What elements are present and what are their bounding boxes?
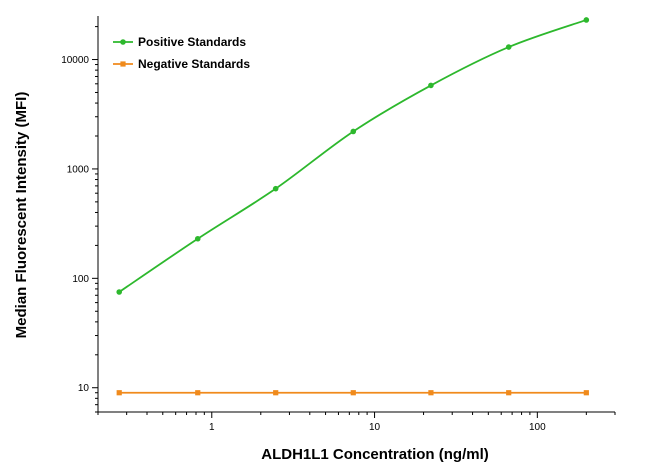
data-point <box>350 390 356 396</box>
data-point <box>505 44 512 50</box>
data-point <box>583 17 590 23</box>
y-tick-label: 1000 <box>67 164 90 175</box>
series-negative-standards <box>116 390 589 396</box>
y-axis-title: Median Fluorescent Intensity (MFI) <box>13 92 30 339</box>
data-point <box>583 390 589 396</box>
legend-label: Negative Standards <box>138 57 250 71</box>
data-point <box>195 390 201 396</box>
x-tick-label: 10 <box>369 422 381 433</box>
y-tick-label: 10000 <box>61 55 89 66</box>
data-point <box>116 289 123 295</box>
data-point <box>428 82 434 89</box>
data-point <box>273 390 279 396</box>
data-point <box>116 390 122 396</box>
legend-entry: Negative Standards <box>113 57 250 71</box>
axes <box>97 16 615 413</box>
y-tick-label: 10 <box>78 383 90 394</box>
series-layer <box>116 17 590 396</box>
legend-swatch-marker <box>120 61 126 67</box>
x-axis-title: ALDH1L1 Concentration (ng/ml) <box>261 446 489 463</box>
legend: Positive Standards Negative Standards <box>113 35 250 71</box>
data-point <box>506 390 512 396</box>
legend-label: Positive Standards <box>138 35 246 49</box>
x-tick-label: 1 <box>209 422 215 433</box>
x-tick-label: 100 <box>529 422 546 433</box>
y-tick-label: 100 <box>72 274 89 285</box>
data-point <box>350 128 357 135</box>
ticks: 10 100 1000 10000 1 10 100 <box>61 26 616 433</box>
data-point <box>194 235 201 242</box>
data-point <box>272 185 279 192</box>
legend-swatch-marker <box>120 39 126 45</box>
data-point <box>428 390 434 396</box>
legend-entry: Positive Standards <box>113 35 246 49</box>
series-positive-standards <box>116 17 590 295</box>
